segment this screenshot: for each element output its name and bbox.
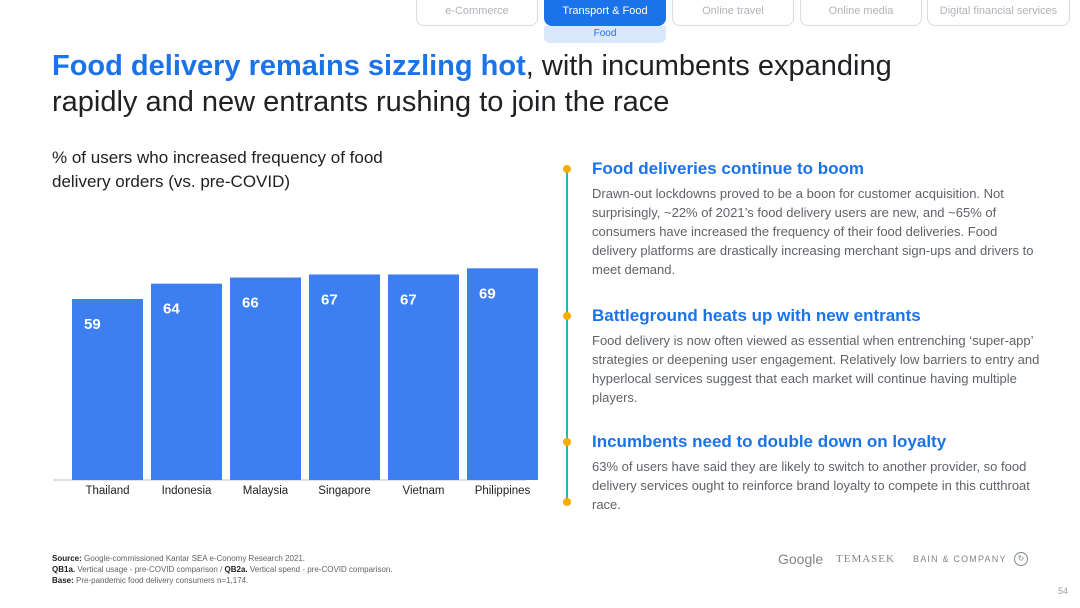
- section-battleground: Battleground heats up with new entrants …: [592, 305, 1042, 407]
- section-food-deliveries-boom: Food deliveries continue to boom Drawn-o…: [592, 158, 1042, 279]
- section-heading: Incumbents need to double down on loyalt…: [592, 432, 947, 451]
- page-title: Food delivery remains sizzling hot, with…: [52, 48, 952, 120]
- timeline-dot-1: [563, 165, 571, 173]
- data-label: 59: [84, 316, 101, 333]
- data-label: 69: [479, 285, 496, 302]
- title-rest: , with incumbents expanding rapidly and …: [52, 50, 892, 118]
- section-heading: Battleground heats up with new entrants: [592, 306, 921, 325]
- timeline-line: [566, 168, 568, 502]
- section-body: 63% of users have said they are likely t…: [592, 459, 1030, 512]
- data-label: 67: [400, 291, 417, 308]
- data-label: 66: [242, 295, 259, 312]
- footnote-base: Base: Pre-pandemic food delivery consume…: [52, 576, 249, 585]
- page-number: 54: [1057, 586, 1068, 596]
- bar-indonesia: [151, 283, 222, 480]
- tab-digital-financial-services[interactable]: Digital financial services: [927, 0, 1070, 26]
- x-tick-label: Thailand: [85, 485, 129, 497]
- section-body: Food delivery is now often viewed as ess…: [592, 333, 1040, 405]
- section-body: Drawn-out lockdowns proved to be a boon …: [592, 186, 1034, 277]
- x-tick-label: Indonesia: [162, 485, 212, 497]
- x-tick-label: Philippines: [475, 485, 531, 497]
- data-label: 67: [321, 291, 338, 308]
- title-highlight: Food delivery remains sizzling hot: [52, 50, 526, 82]
- bain-mark-icon: ↻: [1014, 552, 1028, 566]
- x-tick-label: Vietnam: [403, 485, 445, 497]
- google-logo: Google: [778, 551, 824, 567]
- footnote-source: Source: Google-commissioned Kantar SEA e…: [52, 554, 306, 563]
- section-loyalty: Incumbents need to double down on loyalt…: [592, 431, 1042, 514]
- chart-caption: % of users who increased frequency of fo…: [52, 148, 383, 191]
- bar-singapore: [309, 274, 380, 480]
- section-heading: Food deliveries continue to boom: [592, 159, 865, 178]
- temasek-logo: TEMASEK: [836, 553, 895, 565]
- bar-malaysia: [230, 277, 301, 480]
- bar-thailand: [72, 299, 143, 480]
- timeline-dot-3: [563, 438, 571, 446]
- timeline-dot-end: [563, 498, 571, 506]
- tab-e-commerce[interactable]: e-Commerce: [416, 0, 538, 26]
- tab-online-travel[interactable]: Online travel: [672, 0, 794, 26]
- tab-online-media[interactable]: Online media: [800, 0, 922, 26]
- bain-logo: BAIN & COMPANY: [913, 554, 1007, 564]
- data-label: 64: [163, 301, 180, 318]
- footnote: Source: Google-commissioned Kantar SEA e…: [52, 553, 393, 586]
- bar-philippines: [467, 268, 538, 480]
- bar-vietnam: [388, 274, 459, 480]
- footnote-questions: QB1a. Vertical usage - pre-COVID compari…: [52, 565, 393, 574]
- subtab-food[interactable]: Food: [544, 26, 666, 43]
- timeline-dot-2: [563, 312, 571, 320]
- x-tick-label: Singapore: [318, 485, 370, 497]
- tab-transport-food[interactable]: Transport & Food: [544, 0, 666, 26]
- x-tick-label: Malaysia: [243, 485, 289, 497]
